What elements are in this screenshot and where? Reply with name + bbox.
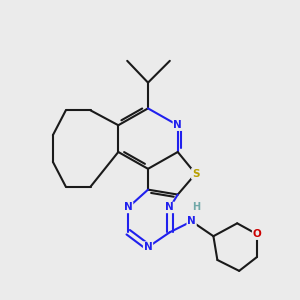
Text: O: O [253,229,261,239]
Text: N: N [144,242,152,252]
Text: N: N [124,202,133,212]
Text: N: N [173,120,182,130]
Text: S: S [192,169,199,179]
Text: N: N [165,202,174,212]
Text: H: H [193,202,201,212]
Text: N: N [187,216,196,226]
